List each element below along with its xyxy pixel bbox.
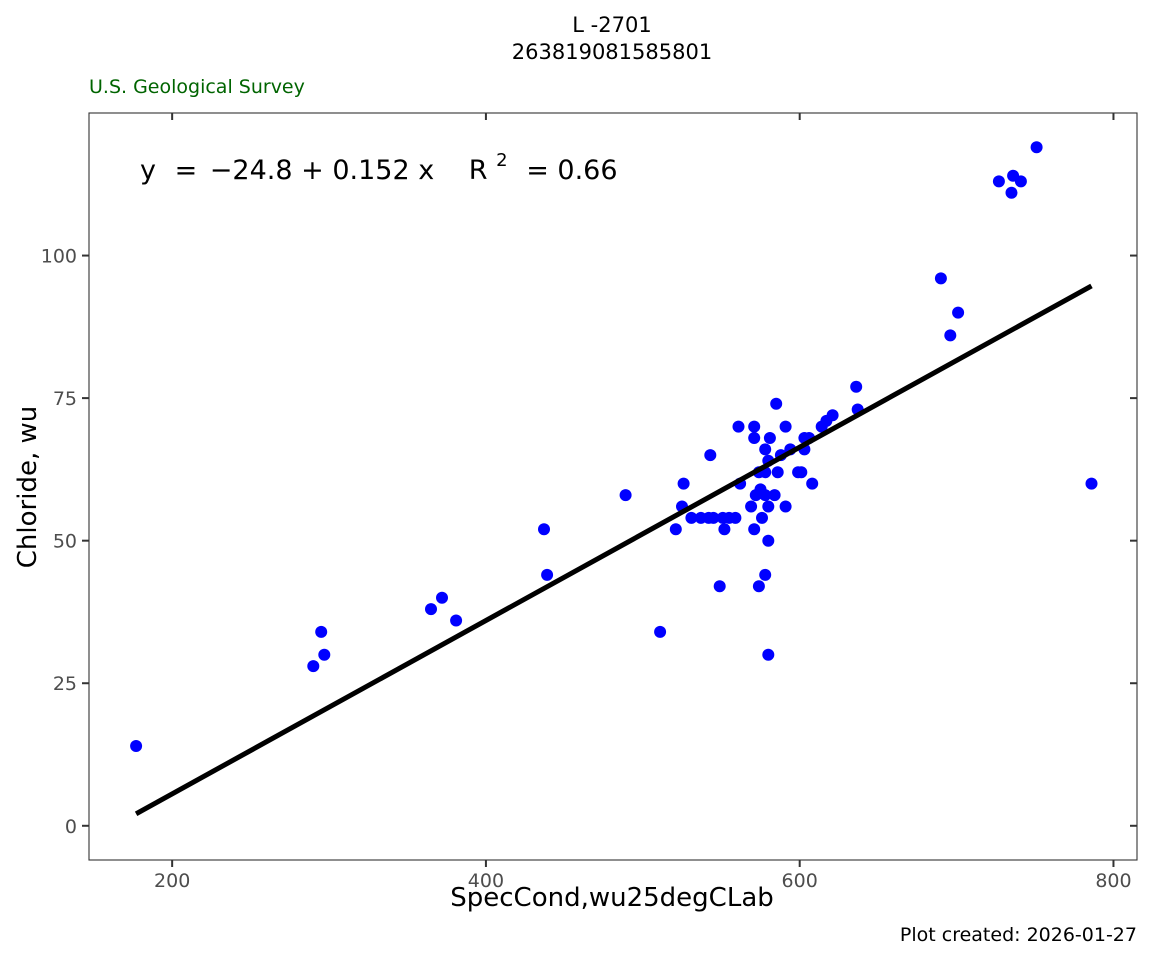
x-tick-label: 800	[1095, 870, 1131, 892]
r-squared-value: = 0.66	[526, 155, 617, 186]
data-point	[654, 625, 667, 638]
data-point	[669, 523, 682, 536]
data-point	[1014, 175, 1027, 188]
data-point	[748, 432, 761, 444]
x-tick-label: 600	[782, 870, 818, 892]
data-point	[762, 648, 775, 661]
data-point	[771, 466, 784, 479]
data-point	[1030, 141, 1043, 154]
data-point	[450, 614, 463, 627]
x-tick-label: 400	[468, 870, 504, 892]
data-point	[770, 397, 783, 410]
data-point	[315, 625, 328, 638]
y-tick-label: 25	[53, 673, 77, 695]
data-point	[538, 523, 550, 536]
data-point	[779, 500, 792, 513]
y-axis-label: Chloride, wu	[13, 406, 43, 568]
axes: 200 400 600 800 0 25 50 75 100	[41, 113, 1137, 892]
data-point	[745, 500, 758, 513]
data-point	[1005, 186, 1018, 199]
data-point	[704, 449, 717, 462]
y-tick-label: 100	[41, 246, 77, 268]
data-point	[952, 306, 965, 319]
data-point	[762, 534, 775, 547]
data-point	[541, 568, 554, 581]
data-point	[768, 489, 781, 502]
data-point	[806, 477, 819, 490]
r-squared-label: R	[469, 155, 488, 186]
data-point	[759, 568, 772, 581]
data-point	[762, 500, 775, 513]
data-point	[685, 511, 698, 524]
source-caption: U.S. Geological Survey	[89, 76, 305, 98]
plot-created-caption: Plot created: 2026-01-27	[900, 924, 1137, 946]
data-point	[850, 380, 863, 393]
data-point	[729, 511, 742, 524]
regression-equation: y = −24.8 + 0.152 x R 2 = 0.66	[140, 142, 618, 186]
data-point	[748, 523, 761, 536]
x-axis-label: SpecCond,wu25degCLab	[450, 883, 774, 913]
equation-lhs: y	[140, 155, 156, 186]
data-point	[677, 477, 690, 490]
data-point	[826, 409, 839, 422]
data-point	[307, 660, 320, 673]
data-point	[436, 591, 448, 604]
data-point	[130, 740, 143, 752]
data-point	[756, 511, 768, 524]
data-point	[779, 420, 792, 433]
data-point	[718, 523, 731, 536]
plot-area	[130, 141, 1098, 816]
y-tick-label: 0	[65, 816, 77, 838]
regression-line	[134, 283, 1093, 816]
data-point	[318, 648, 331, 661]
data-point	[992, 175, 1005, 188]
data-point	[795, 466, 808, 479]
data-point	[759, 489, 772, 502]
data-point	[425, 603, 437, 616]
data-point	[619, 489, 632, 502]
equation-rhs: −24.8 + 0.152 x	[210, 155, 434, 186]
plot-marks	[130, 141, 1098, 816]
data-point	[707, 511, 720, 524]
plot-panel-border	[88, 112, 1138, 861]
r-squared-superscript: 2	[496, 150, 507, 171]
y-tick-label: 75	[53, 388, 77, 410]
data-point	[748, 420, 761, 433]
data-point	[944, 329, 957, 342]
y-tick-label: 50	[53, 531, 77, 553]
chart-subtitle: 263819081585801	[512, 40, 712, 64]
data-point	[713, 580, 726, 593]
data-point	[759, 443, 772, 456]
data-point	[732, 420, 745, 433]
data-point	[752, 580, 765, 593]
x-tick-label: 200	[154, 870, 190, 892]
chart-title: L -2701	[572, 13, 651, 37]
data-point	[763, 432, 776, 444]
data-point	[1085, 477, 1098, 490]
data-point	[934, 272, 947, 285]
